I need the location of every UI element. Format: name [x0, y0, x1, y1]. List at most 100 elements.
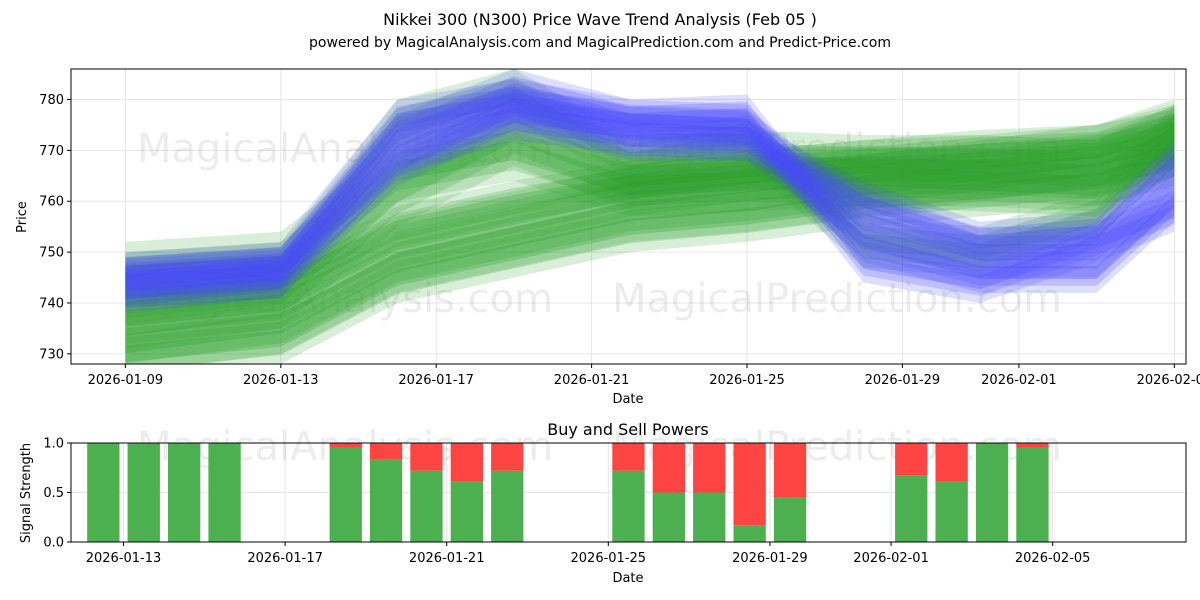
price-y-tick-label: 760 — [39, 195, 64, 210]
price-y-tick-label: 780 — [39, 93, 64, 108]
price-y-ticks: 730 740 750 760 770 780 — [39, 93, 71, 362]
buy-bar-7 — [410, 470, 443, 542]
price-grid — [71, 69, 1186, 364]
buy-bar-18 — [1016, 447, 1049, 542]
sell-bar-6 — [369, 443, 403, 460]
price-y-tick-label: 770 — [39, 144, 64, 159]
sell-bar-10 — [612, 443, 645, 471]
sell-bar-12 — [693, 443, 726, 493]
wave-band-8-layer-1 — [125, 79, 1175, 293]
power-x-tick-label: 2026-01-29 — [732, 551, 808, 566]
power-y-tick-label: 1.0 — [43, 437, 64, 452]
sell-bar-9 — [491, 443, 524, 471]
wave-band-4-layer-1 — [125, 135, 1175, 364]
sell-bar-14 — [773, 443, 807, 498]
buy-bar-2 — [127, 443, 160, 542]
price-bands-clip — [125, 69, 1175, 364]
wave-band-1-layer-2 — [125, 125, 1175, 293]
power-x-tick-label: 2026-01-25 — [571, 551, 647, 566]
wave-band-3-layer-1 — [125, 109, 1175, 364]
power-y-tick-label: 0.5 — [43, 486, 64, 501]
price-y-tick-label: 730 — [39, 347, 64, 362]
power-x-tick-label: 2026-02-01 — [853, 551, 929, 566]
power-x-tick-label: 2026-01-17 — [247, 551, 323, 566]
buy-bar-3 — [168, 443, 201, 542]
power-x-ticks: 2026-01-13 2026-01-17 2026-01-21 2026-01-25… — [86, 542, 1090, 566]
price-watermarks: MagicalAnalysis.com MagicalPrediction.co… — [137, 126, 1062, 322]
price-wave-bands — [125, 69, 1175, 364]
wave-band-2-layer-1 — [125, 94, 1175, 349]
power-x-axis-label: Date — [612, 571, 643, 586]
wave-band-11-layer-1 — [125, 69, 1175, 303]
power-chart: Buy and Sell Powers MagicalAnalysis.com … — [19, 420, 1187, 586]
watermark-prediction-1: MagicalPrediction.com — [612, 126, 1062, 172]
price-y-tick-label: 750 — [39, 246, 64, 261]
buy-bar-17 — [975, 443, 1009, 542]
wave-band-8-layer-2 — [125, 86, 1175, 286]
sell-bar-13 — [733, 443, 766, 526]
buy-bar-13 — [733, 525, 766, 542]
wave-band-4-layer-3 — [125, 152, 1175, 362]
wave-band-9-layer-3 — [125, 106, 1175, 291]
wave-band-5-layer-1 — [125, 104, 1175, 344]
wave-band-2-layer-3 — [125, 118, 1175, 325]
chart-title: Nikkei 300 (N300) Price Wave Trend Analy… — [383, 10, 817, 29]
price-x-tick-label: 2026-01-25 — [709, 373, 785, 388]
watermark-analysis-1: MagicalAnalysis.com — [137, 126, 553, 172]
price-x-tick-label: 2026-01-17 — [398, 373, 474, 388]
buy-bar-12 — [693, 492, 726, 542]
price-x-tick-label: 2026-01-13 — [243, 373, 319, 388]
wave-band-5-layer-2 — [125, 113, 1175, 335]
price-x-tick-label: 2026-02-05 — [1137, 373, 1200, 388]
power-y-axis-label: Signal Strength — [19, 443, 34, 543]
buy-bar-5 — [329, 447, 362, 542]
price-x-ticks: 2026-01-09 2026-01-13 2026-01-17 2026-01-21… — [88, 364, 1200, 388]
buy-bar-15 — [895, 475, 928, 542]
price-y-tick-label: 740 — [39, 296, 64, 311]
sell-bar-11 — [652, 443, 685, 493]
wave-band-6-layer-2 — [125, 106, 1175, 312]
wave-band-3-layer-3 — [125, 130, 1175, 354]
buy-bar-6 — [369, 459, 403, 542]
wave-band-11-layer-3 — [125, 82, 1175, 290]
wave-band-7-layer-1 — [125, 69, 1175, 309]
wave-band-1-layer-3 — [125, 135, 1175, 283]
buy-bar-10 — [612, 470, 645, 542]
power-x-tick-label: 2026-01-21 — [409, 551, 485, 566]
wave-band-1-layer-1 — [125, 114, 1175, 303]
wave-band-4-layer-2 — [125, 144, 1175, 364]
price-y-axis-label: Price — [15, 201, 30, 233]
wave-band-9-layer-1 — [125, 89, 1175, 309]
watermark-analysis-2: MagicalAnalysis.com — [137, 276, 553, 322]
wave-band-10-layer-3 — [125, 103, 1175, 300]
wave-band-5-layer-3 — [125, 121, 1175, 327]
wave-band-8-layer-3 — [125, 93, 1175, 279]
power-y-tick-label: 0.0 — [43, 536, 64, 551]
buy-bar-11 — [652, 492, 685, 542]
buy-bar-16 — [935, 481, 968, 542]
price-chart: MagicalAnalysis.com MagicalPrediction.co… — [15, 68, 1200, 407]
buy-bar-9 — [491, 470, 524, 542]
wave-band-3-layer-2 — [125, 120, 1175, 364]
buy-bar-4 — [208, 443, 241, 542]
price-x-tick-label: 2026-01-09 — [88, 373, 164, 388]
wave-band-10-layer-1 — [125, 89, 1175, 314]
power-y-ticks: 0.0 0.5 1.0 — [43, 437, 71, 551]
watermark-prediction-2: MagicalPrediction.com — [612, 276, 1062, 322]
price-x-tick-label: 2026-02-01 — [981, 373, 1057, 388]
wave-band-7-layer-2 — [125, 77, 1175, 300]
wave-band-10-layer-2 — [125, 96, 1175, 306]
sell-bar-15 — [895, 443, 928, 476]
wave-band-6-layer-3 — [125, 113, 1175, 305]
chart-subtitle: powered by MagicalAnalysis.com and Magic… — [309, 35, 891, 51]
buy-bar-8 — [450, 481, 483, 542]
price-plot-frame — [70, 68, 1187, 365]
wave-band-2-layer-2 — [125, 106, 1175, 337]
buy-bar-1 — [87, 443, 120, 542]
sell-bar-5 — [329, 443, 362, 448]
wave-band-6-layer-1 — [125, 99, 1175, 319]
price-x-axis-label: Date — [612, 392, 643, 407]
wave-band-11-layer-2 — [125, 76, 1175, 296]
sell-bar-7 — [410, 443, 443, 471]
